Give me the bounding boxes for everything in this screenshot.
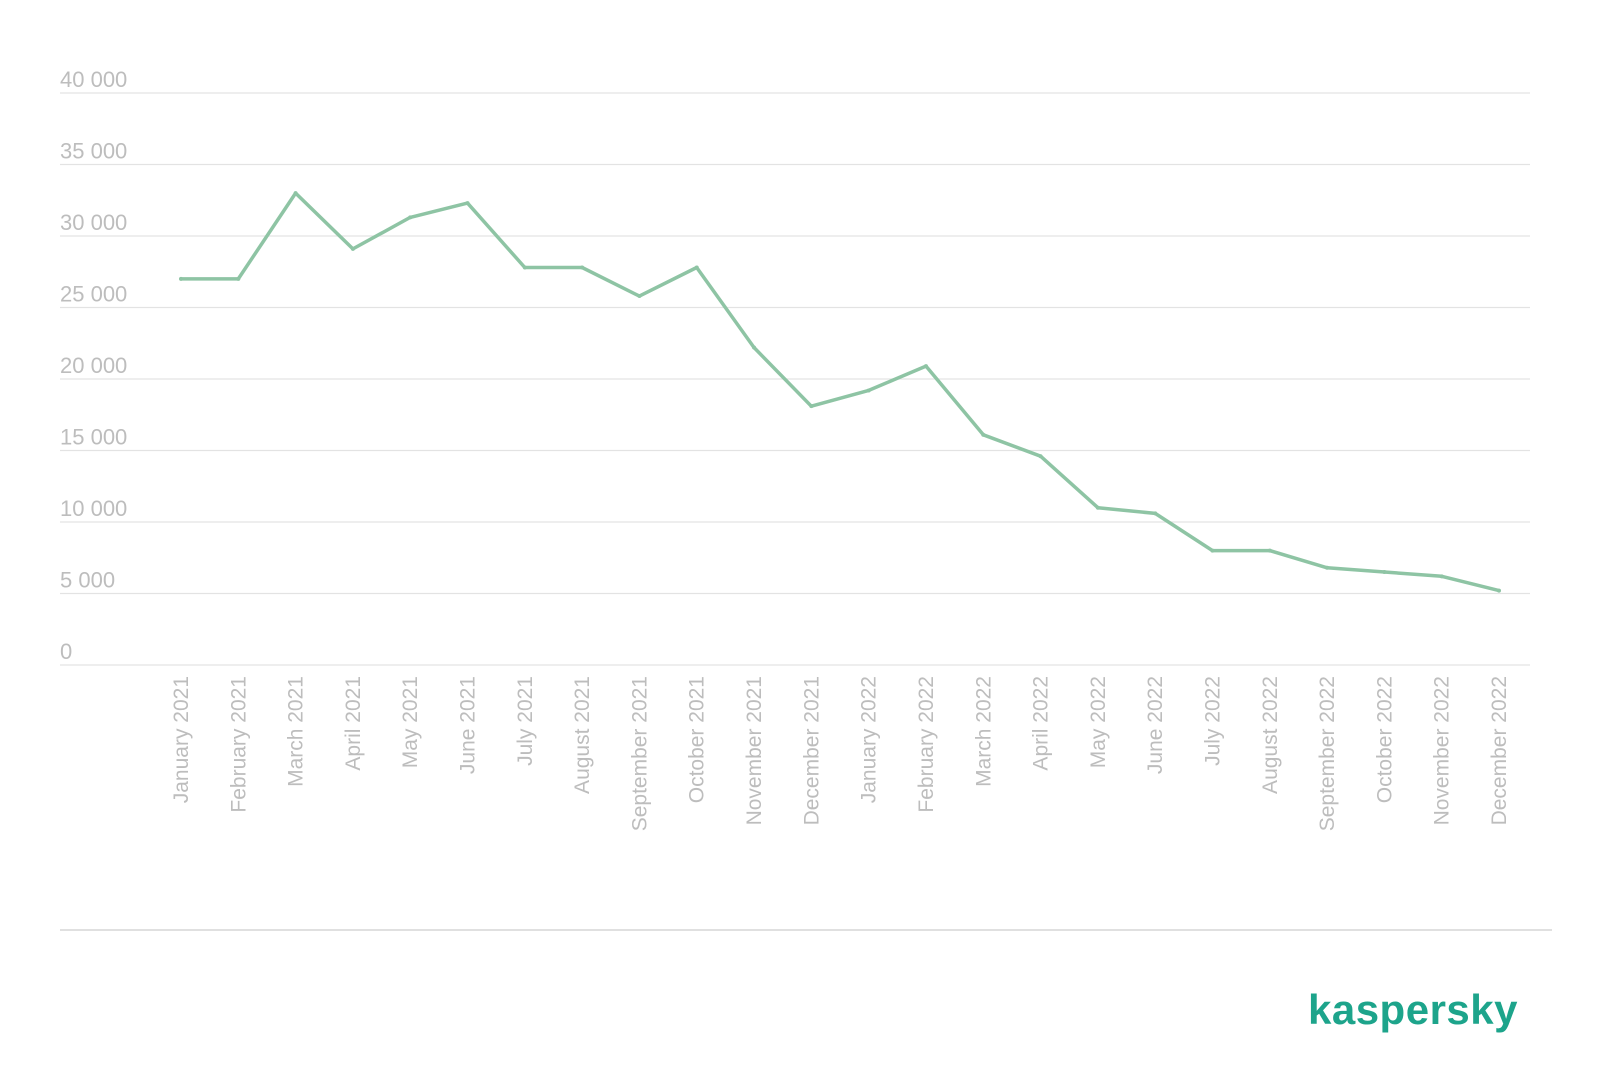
data-point bbox=[1325, 565, 1330, 570]
x-tick-label: October 2021 bbox=[686, 676, 709, 803]
x-tick-label: June 2022 bbox=[1144, 676, 1167, 774]
x-tick-label: September 2021 bbox=[628, 676, 651, 831]
y-tick-label: 5 000 bbox=[60, 568, 115, 593]
y-axis-tick-labels: 0 5 000 10 000 15 000 20 000 25 000 30 000 35 0… bbox=[60, 67, 127, 664]
y-tick-label: 0 bbox=[60, 639, 72, 664]
x-tick-label: July 2022 bbox=[1201, 676, 1224, 766]
data-point bbox=[1038, 454, 1043, 459]
data-point bbox=[637, 294, 642, 299]
x-tick-label: May 2022 bbox=[1087, 676, 1110, 768]
x-tick-label: July 2021 bbox=[514, 676, 537, 766]
x-tick-label: April 2021 bbox=[342, 676, 365, 771]
x-tick-label: October 2022 bbox=[1373, 676, 1396, 803]
kaspersky-logo: kaspersky bbox=[1308, 986, 1518, 1033]
x-tick-label: March 2022 bbox=[972, 676, 995, 787]
y-tick-label: 30 000 bbox=[60, 210, 127, 235]
y-tick-label: 10 000 bbox=[60, 496, 127, 521]
data-point bbox=[580, 265, 585, 270]
data-point bbox=[1267, 548, 1272, 553]
x-tick-label: December 2021 bbox=[800, 676, 823, 825]
x-tick-label: June 2021 bbox=[457, 676, 480, 774]
data-point bbox=[694, 265, 699, 270]
data-point bbox=[1095, 505, 1100, 510]
x-axis-tick-labels: January 2021 February 2021 March 2021 April… bbox=[170, 676, 1511, 831]
x-tick-label: February 2021 bbox=[227, 676, 250, 813]
x-tick-label: May 2021 bbox=[399, 676, 422, 768]
data-point bbox=[1382, 570, 1387, 575]
data-point bbox=[923, 364, 928, 369]
data-point bbox=[752, 345, 757, 350]
x-tick-label: February 2022 bbox=[915, 676, 938, 813]
data-point bbox=[350, 246, 355, 251]
series-line bbox=[179, 191, 1501, 593]
data-point bbox=[866, 388, 871, 393]
x-tick-label: January 2022 bbox=[858, 676, 881, 803]
x-tick-label: August 2022 bbox=[1259, 676, 1282, 794]
y-tick-label: 15 000 bbox=[60, 425, 127, 450]
data-point bbox=[236, 276, 241, 281]
x-tick-label: January 2021 bbox=[170, 676, 193, 803]
series-layer bbox=[179, 191, 1501, 593]
x-tick-label: November 2022 bbox=[1431, 676, 1454, 825]
x-tick-label: December 2022 bbox=[1488, 676, 1511, 825]
data-point bbox=[293, 191, 298, 196]
data-point bbox=[1210, 548, 1215, 553]
x-tick-label: August 2021 bbox=[571, 676, 594, 794]
data-point bbox=[809, 404, 814, 409]
y-tick-label: 20 000 bbox=[60, 353, 127, 378]
y-tick-label: 40 000 bbox=[60, 67, 127, 92]
data-point bbox=[465, 201, 470, 206]
data-point bbox=[522, 265, 527, 270]
x-tick-label: April 2022 bbox=[1030, 676, 1053, 771]
y-tick-label: 25 000 bbox=[60, 282, 127, 307]
data-point bbox=[981, 432, 986, 437]
y-tick-label: 35 000 bbox=[60, 139, 127, 164]
data-point bbox=[1153, 511, 1158, 516]
data-point bbox=[1439, 574, 1444, 579]
data-point bbox=[1497, 588, 1501, 593]
x-tick-label: September 2022 bbox=[1316, 676, 1339, 831]
x-tick-label: March 2021 bbox=[285, 676, 308, 787]
data-point bbox=[408, 215, 413, 220]
data-point bbox=[179, 276, 183, 281]
x-tick-label: November 2021 bbox=[743, 676, 766, 825]
gridlines bbox=[60, 92, 1530, 666]
